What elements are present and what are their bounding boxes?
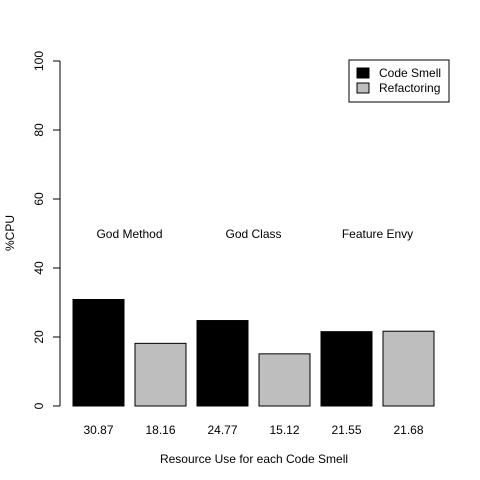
y-tick-label: 60 bbox=[32, 192, 46, 206]
bar-value-label: 24.77 bbox=[207, 423, 237, 437]
legend-label: Code Smell bbox=[379, 66, 441, 80]
bar-value-label: 30.87 bbox=[83, 423, 113, 437]
y-tick-label: 40 bbox=[32, 261, 46, 275]
bar-code-smell-1 bbox=[72, 298, 125, 407]
bar-code-smell-2 bbox=[196, 320, 249, 407]
y-tick-label: 20 bbox=[32, 330, 46, 344]
bar-value-label: 15.12 bbox=[269, 423, 299, 437]
group-label: Feature Envy bbox=[342, 227, 413, 241]
bar-value-labels: 30.87 18.16 24.77 15.12 21.55 21.68 bbox=[83, 423, 423, 437]
group-label: God Method bbox=[96, 227, 162, 241]
bar-refactoring-3 bbox=[382, 330, 435, 407]
bar-value-label: 21.55 bbox=[331, 423, 361, 437]
y-tick-label: 100 bbox=[32, 51, 46, 71]
legend-box bbox=[348, 59, 450, 103]
legend-swatch bbox=[356, 67, 370, 79]
x-axis-title: Resource Use for each Code Smell bbox=[160, 452, 348, 466]
bars bbox=[72, 298, 435, 407]
bar-refactoring-2 bbox=[258, 353, 311, 407]
y-tick-label: 80 bbox=[32, 123, 46, 137]
y-axis: 0 20 40 60 80 100 bbox=[32, 51, 61, 409]
y-tick-label: 0 bbox=[32, 402, 46, 409]
group-label: God Class bbox=[225, 227, 281, 241]
bar-code-smell-3 bbox=[320, 331, 373, 407]
group-labels: God Method God Class Feature Envy bbox=[96, 227, 413, 241]
bar-refactoring-1 bbox=[134, 342, 187, 407]
bar-value-label: 21.68 bbox=[393, 423, 423, 437]
legend-swatch bbox=[356, 82, 370, 94]
bar-value-label: 18.16 bbox=[145, 423, 175, 437]
legend-label: Refactoring bbox=[379, 81, 440, 95]
y-axis-title: %CPU bbox=[3, 215, 17, 251]
